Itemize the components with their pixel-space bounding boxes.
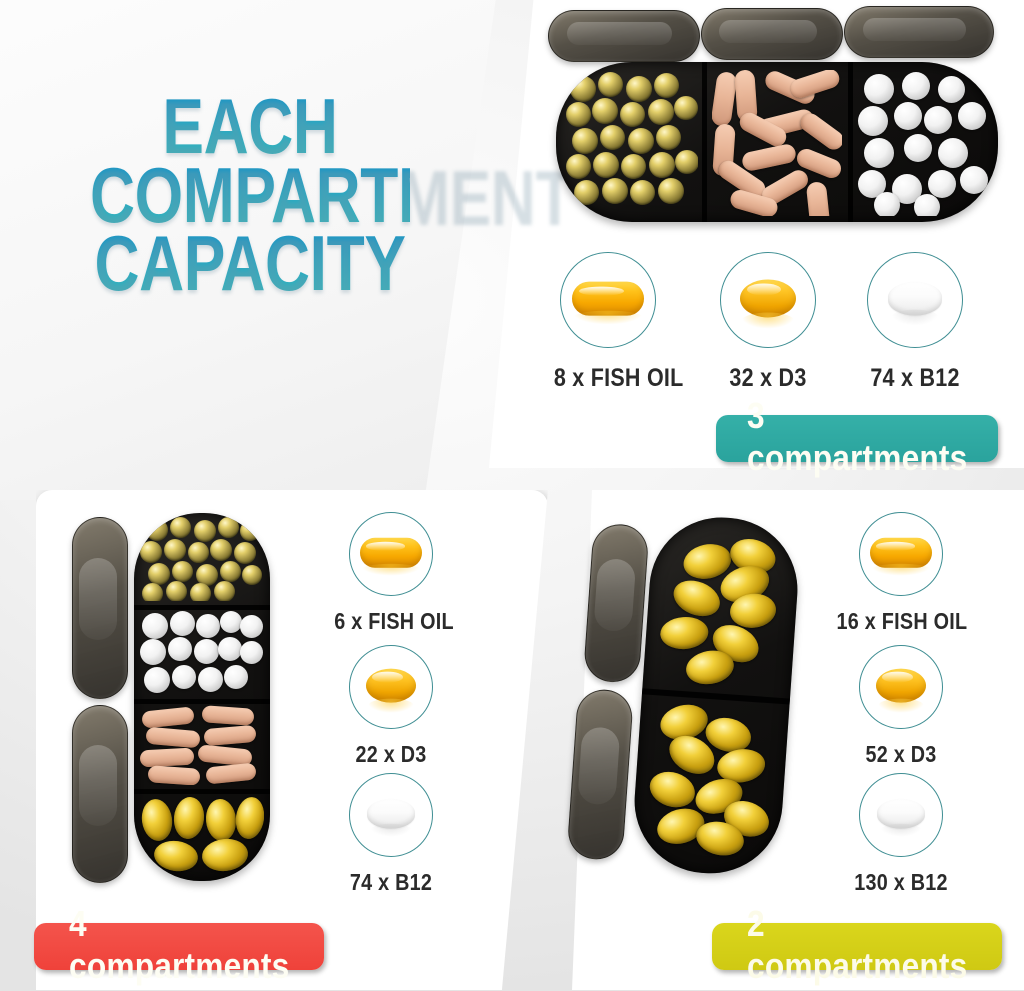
pill-organizer-3-compartments bbox=[538, 6, 1008, 238]
badge-two-compartments: 2 compartments bbox=[712, 903, 1002, 986]
organizer-lid bbox=[72, 517, 128, 699]
organizer-lid bbox=[582, 522, 650, 684]
capacity-callout-b12: 130 x B12 bbox=[826, 773, 976, 896]
fish-oil-capsule-icon bbox=[870, 537, 932, 576]
organizer-lid bbox=[566, 687, 635, 862]
capsule-circle bbox=[720, 252, 816, 348]
capacity-callout-fish-oil: 6 x FISH OIL bbox=[325, 512, 457, 635]
b12-tablet-icon bbox=[367, 798, 415, 838]
capsule-circle bbox=[859, 773, 943, 857]
capacity-label: 130 x B12 bbox=[854, 869, 948, 895]
compartment-capsules bbox=[712, 70, 842, 216]
compartment-d3 bbox=[140, 517, 264, 601]
organizer-tray bbox=[556, 62, 998, 222]
b12-tablet-icon bbox=[877, 798, 925, 838]
capacity-label: 22 x D3 bbox=[355, 741, 427, 767]
capacity-callout-d3: 22 x D3 bbox=[325, 645, 457, 768]
fish-oil-capsule-icon bbox=[572, 281, 644, 325]
capacity-label: 6 x FISH OIL bbox=[334, 608, 454, 634]
capacity-label: 32 x D3 bbox=[729, 364, 807, 392]
organizer-lid bbox=[72, 705, 128, 883]
capacity-callout-d3: 52 x D3 bbox=[826, 645, 976, 768]
pill-organizer-4-compartments bbox=[72, 505, 302, 885]
compartment-fish-oil bbox=[566, 70, 698, 214]
capacity-callout-fish-oil: 8 x FISH OIL bbox=[545, 252, 684, 393]
compartment-tablets bbox=[858, 70, 990, 216]
badge-three-compartments: 3 compartments bbox=[716, 395, 998, 478]
organizer-tray bbox=[629, 512, 803, 879]
capsule-circle bbox=[349, 512, 433, 596]
capacity-callout-b12: 74 x B12 bbox=[852, 252, 978, 393]
compartment-fish-oil bbox=[638, 699, 781, 870]
organizer-lid bbox=[844, 6, 994, 58]
fish-oil-capsule-icon bbox=[360, 537, 422, 576]
capacity-label: 8 x FISH OIL bbox=[553, 364, 684, 392]
compartment-b12 bbox=[140, 611, 264, 695]
page-title: EACH COMPARTMENT CAPACITY bbox=[50, 87, 574, 302]
capacity-label: 74 x B12 bbox=[870, 364, 960, 392]
organizer-lid bbox=[701, 8, 843, 60]
capacity-callout-d3: 32 x D3 bbox=[705, 252, 831, 393]
compartment-capsules bbox=[140, 705, 264, 785]
capsule-circle bbox=[859, 512, 943, 596]
title-line-1: EACH bbox=[90, 87, 410, 165]
title-line-2: COMPARTMENT bbox=[90, 150, 574, 239]
capacity-callout-b12: 74 x B12 bbox=[325, 773, 457, 896]
badge-four-compartments: 4 compartments bbox=[34, 903, 324, 986]
d3-softgel-icon bbox=[366, 668, 416, 713]
compartment-fish-oil bbox=[651, 523, 794, 694]
d3-softgel-icon bbox=[876, 668, 926, 713]
capsule-circle bbox=[349, 645, 433, 729]
capsule-circle bbox=[560, 252, 656, 348]
title-card bbox=[0, 0, 500, 500]
d3-softgel-icon bbox=[740, 279, 796, 329]
capacity-callout-fish-oil: 16 x FISH OIL bbox=[826, 512, 976, 635]
title-line-3: CAPACITY bbox=[90, 224, 410, 302]
capacity-label: 16 x FISH OIL bbox=[836, 608, 968, 634]
capacity-label: 74 x B12 bbox=[349, 869, 433, 895]
capsule-circle bbox=[867, 252, 963, 348]
b12-tablet-icon bbox=[888, 281, 942, 326]
capsule-circle bbox=[859, 645, 943, 729]
pill-organizer-2-compartments bbox=[563, 492, 830, 898]
compartment-fish-oil bbox=[140, 795, 264, 877]
organizer-lid bbox=[548, 10, 700, 62]
capsule-circle bbox=[349, 773, 433, 857]
organizer-tray bbox=[134, 513, 270, 881]
capacity-label: 52 x D3 bbox=[865, 741, 937, 767]
